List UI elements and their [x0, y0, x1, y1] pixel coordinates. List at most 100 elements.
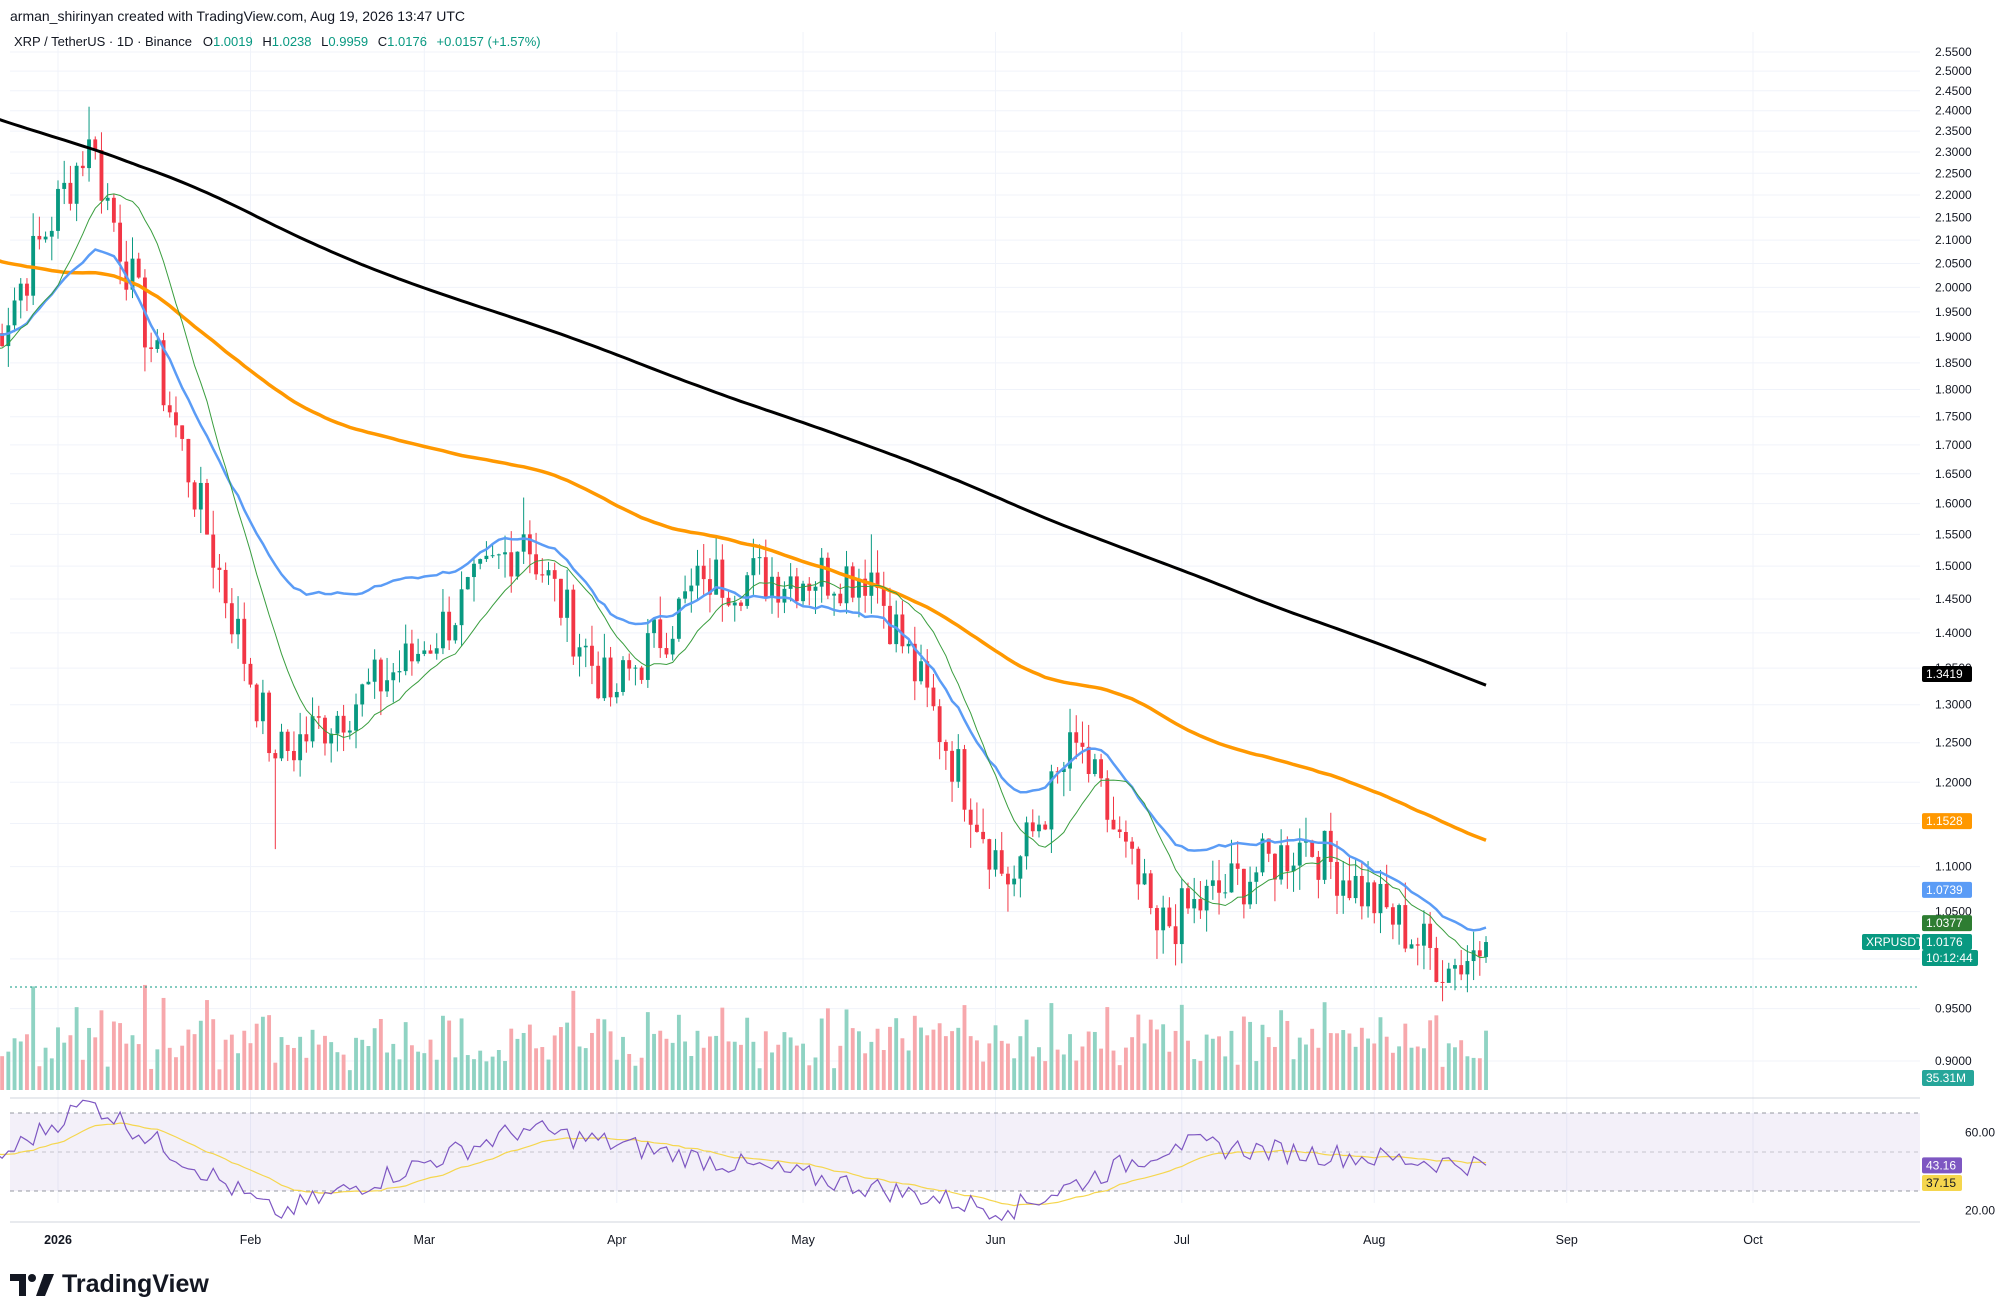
candle-body	[1148, 873, 1153, 909]
price-tick-label: 2.5000	[1935, 64, 1972, 78]
candle-body	[118, 222, 123, 262]
volume-bar	[409, 1045, 414, 1090]
candle-body	[366, 681, 371, 685]
candle-body	[211, 534, 216, 568]
volume-bar	[1272, 1046, 1277, 1090]
candle-body	[130, 258, 135, 290]
countdown-tag: 10:12:44	[1926, 951, 1973, 965]
volume-bar	[31, 986, 36, 1090]
volume-bar	[1049, 1003, 1054, 1090]
volume-bar	[447, 1020, 452, 1090]
price-tick-label: 1.2500	[1935, 736, 1972, 750]
candle-body	[1453, 965, 1457, 969]
candle-body	[260, 692, 265, 722]
candle-body	[714, 559, 719, 595]
candle-body	[1074, 732, 1079, 743]
candle-body	[981, 831, 986, 840]
volume-bar	[1353, 1046, 1358, 1090]
volume-bar	[987, 1043, 992, 1090]
volume-bar	[912, 1015, 917, 1090]
candle-body	[1229, 863, 1234, 893]
candle-body	[310, 716, 315, 742]
candle-body	[1099, 759, 1104, 779]
candle-body	[813, 586, 818, 591]
candle-body	[503, 552, 507, 555]
candle-body	[0, 333, 5, 347]
volume-bar	[403, 1022, 408, 1090]
candle-body	[1279, 845, 1284, 880]
volume-bar	[546, 1059, 551, 1090]
candle-body	[347, 730, 352, 733]
volume-bar	[900, 1038, 905, 1090]
candle-body	[1111, 819, 1116, 830]
candle-body	[1335, 861, 1339, 896]
candle-body	[1372, 882, 1377, 914]
volume-bar	[229, 1034, 234, 1090]
candle-body	[1049, 771, 1054, 830]
volume-bar	[1428, 1020, 1433, 1090]
volume-bar	[794, 1045, 799, 1090]
last-price-tag-bg	[1922, 934, 1972, 951]
volume-bar	[1248, 1021, 1253, 1090]
candle-body	[180, 425, 185, 439]
volume-bar	[1024, 1019, 1029, 1090]
close-value: 1.0176	[387, 34, 427, 49]
volume-bar	[459, 1018, 464, 1090]
candle-body	[1384, 883, 1389, 908]
ma-value-tag: 1.3419	[1926, 667, 1963, 681]
candle-body	[496, 554, 501, 556]
candle-body	[689, 585, 694, 592]
volume-bar	[118, 1023, 123, 1090]
volume-value-tag: 35.31M	[1926, 1071, 1966, 1085]
ma-value-tag: 1.1528	[1926, 814, 1963, 828]
volume-bar	[664, 1038, 669, 1090]
candle-body	[850, 566, 855, 598]
candle-body	[155, 340, 160, 349]
volume-bar	[1347, 1033, 1352, 1090]
candle-body	[37, 235, 42, 240]
candle-body	[111, 197, 116, 223]
volume-bar	[1403, 1023, 1408, 1090]
symbol-tag: XRPUSDT	[1866, 935, 1924, 949]
rsi-tick-label: 60.00	[1965, 1126, 1995, 1140]
price-axis[interactable]: 2.5500 2.5000 2.4500 2.4000 2.3500 2.3000 2.25…	[1935, 45, 1995, 1218]
candle-body	[1347, 880, 1352, 899]
volume-bar	[6, 1051, 11, 1090]
candle-body	[509, 552, 514, 577]
volume-bar	[0, 1056, 5, 1090]
volume-bar	[850, 1028, 855, 1090]
volume-bar	[757, 1068, 762, 1090]
volume-bar	[540, 1047, 545, 1090]
candle-body	[472, 563, 476, 578]
volume-bar	[943, 1036, 948, 1090]
volume-bar	[645, 1012, 650, 1090]
countdown-tag-bg	[1922, 950, 1978, 967]
candle-body	[409, 643, 414, 662]
candle-body	[254, 684, 259, 722]
volume-bar	[198, 1020, 203, 1090]
candle-body	[1291, 865, 1296, 872]
volume-bar	[1477, 1058, 1482, 1090]
volume-bar	[74, 1007, 79, 1090]
volume-bar	[968, 1036, 973, 1090]
candle-body	[1440, 981, 1445, 983]
price-tick-label: 2.0500	[1935, 256, 1972, 270]
volume-bar	[770, 1052, 774, 1090]
candle-body	[838, 593, 843, 604]
candle-body	[465, 577, 470, 590]
candle-body	[149, 347, 154, 349]
volume-bar	[701, 1047, 706, 1090]
symbol-title[interactable]: XRP / TetherUS · 1D · Binance	[14, 34, 192, 49]
candle-body	[316, 716, 321, 718]
volume-bar	[174, 1057, 178, 1090]
volume-bar	[1111, 1050, 1116, 1090]
volume-bar	[863, 1053, 868, 1090]
tradingview-branding[interactable]: TradingView	[10, 1270, 209, 1299]
candle-body	[1266, 838, 1271, 854]
candle-body	[1428, 923, 1433, 948]
volume-bar	[1266, 1037, 1271, 1090]
time-axis[interactable]: 2026 Feb Mar Apr May Jun Jul Aug Sep Oct	[44, 1233, 1763, 1247]
candle-body	[453, 625, 458, 641]
